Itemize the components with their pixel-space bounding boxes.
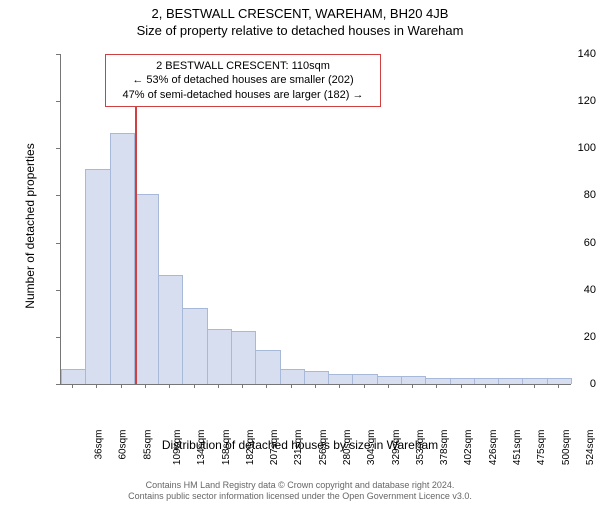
y-tick-label: 20 bbox=[542, 331, 596, 343]
x-tick-label: 378sqm bbox=[439, 430, 450, 466]
x-tick-mark bbox=[534, 384, 535, 388]
histogram-bar bbox=[304, 371, 329, 384]
footer: Contains HM Land Registry data © Crown c… bbox=[0, 480, 600, 502]
histogram-bar bbox=[61, 369, 86, 384]
y-tick-label: 80 bbox=[542, 189, 596, 201]
x-tick-label: 402sqm bbox=[464, 430, 475, 466]
x-tick-mark bbox=[96, 384, 97, 388]
x-tick-mark bbox=[315, 384, 316, 388]
x-tick-label: 475sqm bbox=[536, 430, 547, 466]
x-tick-label: 500sqm bbox=[561, 430, 572, 466]
annotation-box: 2 BESTWALL CRESCENT: 110sqm ← 53% of det… bbox=[105, 54, 381, 107]
histogram-bar bbox=[328, 374, 353, 384]
histogram-bar bbox=[498, 378, 523, 384]
x-tick-mark bbox=[266, 384, 267, 388]
title-sub: Size of property relative to detached ho… bbox=[0, 23, 600, 38]
histogram-bar bbox=[134, 194, 159, 384]
histogram-bar bbox=[425, 378, 450, 384]
y-tick-mark bbox=[56, 54, 60, 55]
x-tick-label: 182sqm bbox=[245, 430, 256, 466]
histogram-bar bbox=[401, 376, 426, 384]
y-tick-mark bbox=[56, 243, 60, 244]
x-tick-mark bbox=[218, 384, 219, 388]
y-tick-mark bbox=[56, 290, 60, 291]
y-tick-label: 40 bbox=[542, 284, 596, 296]
y-tick-mark bbox=[56, 101, 60, 102]
histogram-bar bbox=[474, 378, 499, 384]
y-tick-label: 60 bbox=[542, 237, 596, 249]
x-tick-mark bbox=[461, 384, 462, 388]
y-tick-mark bbox=[56, 195, 60, 196]
x-tick-label: 85sqm bbox=[142, 430, 153, 460]
x-tick-label: 426sqm bbox=[488, 430, 499, 466]
x-tick-mark bbox=[339, 384, 340, 388]
histogram-bar bbox=[352, 374, 377, 384]
y-tick-label: 120 bbox=[542, 95, 596, 107]
histogram-bar bbox=[110, 133, 135, 384]
x-tick-mark bbox=[242, 384, 243, 388]
x-tick-mark bbox=[291, 384, 292, 388]
x-tick-label: 353sqm bbox=[415, 430, 426, 466]
histogram-bar bbox=[377, 376, 402, 384]
x-tick-mark bbox=[509, 384, 510, 388]
x-tick-mark bbox=[169, 384, 170, 388]
x-tick-label: 451sqm bbox=[512, 430, 523, 466]
y-axis-label: Number of detached properties bbox=[23, 126, 37, 326]
x-tick-mark bbox=[72, 384, 73, 388]
x-tick-label: 60sqm bbox=[118, 430, 129, 460]
x-tick-mark bbox=[121, 384, 122, 388]
x-tick-label: 256sqm bbox=[318, 430, 329, 466]
annotation-line2: ← 53% of detached houses are smaller (20… bbox=[112, 73, 374, 87]
histogram-bar bbox=[255, 350, 280, 384]
x-tick-label: 524sqm bbox=[585, 430, 596, 466]
y-tick-label: 140 bbox=[542, 48, 596, 60]
x-tick-label: 304sqm bbox=[366, 430, 377, 466]
histogram-bar bbox=[158, 275, 183, 384]
x-tick-label: 329sqm bbox=[391, 430, 402, 466]
x-tick-label: 207sqm bbox=[269, 430, 280, 466]
x-tick-label: 36sqm bbox=[94, 430, 105, 460]
x-tick-mark bbox=[364, 384, 365, 388]
x-tick-mark bbox=[412, 384, 413, 388]
x-tick-label: 158sqm bbox=[221, 430, 232, 466]
x-tick-mark bbox=[194, 384, 195, 388]
x-tick-mark bbox=[558, 384, 559, 388]
title-main: 2, BESTWALL CRESCENT, WAREHAM, BH20 4JB bbox=[0, 6, 600, 21]
chart-container: 2, BESTWALL CRESCENT, WAREHAM, BH20 4JB … bbox=[0, 6, 600, 506]
footer-line1: Contains HM Land Registry data © Crown c… bbox=[0, 480, 600, 491]
y-tick-mark bbox=[56, 384, 60, 385]
x-tick-mark bbox=[145, 384, 146, 388]
histogram-bar bbox=[207, 329, 232, 384]
histogram-bar bbox=[85, 169, 110, 385]
y-tick-label: 100 bbox=[542, 142, 596, 154]
annotation-line1: 2 BESTWALL CRESCENT: 110sqm bbox=[112, 59, 374, 73]
x-tick-mark bbox=[485, 384, 486, 388]
x-tick-mark bbox=[388, 384, 389, 388]
histogram-bar bbox=[231, 331, 256, 384]
y-tick-mark bbox=[56, 148, 60, 149]
x-tick-label: 231sqm bbox=[294, 430, 305, 466]
histogram-bar bbox=[182, 308, 207, 384]
histogram-bar bbox=[280, 369, 305, 384]
x-tick-label: 109sqm bbox=[172, 430, 183, 466]
annotation-line3: 47% of semi-detached houses are larger (… bbox=[112, 88, 374, 102]
y-tick-mark bbox=[56, 337, 60, 338]
histogram-bar bbox=[450, 378, 475, 384]
x-tick-label: 280sqm bbox=[342, 430, 353, 466]
y-tick-label: 0 bbox=[542, 378, 596, 390]
footer-line2: Contains public sector information licen… bbox=[0, 491, 600, 502]
x-tick-mark bbox=[436, 384, 437, 388]
x-tick-label: 134sqm bbox=[196, 430, 207, 466]
